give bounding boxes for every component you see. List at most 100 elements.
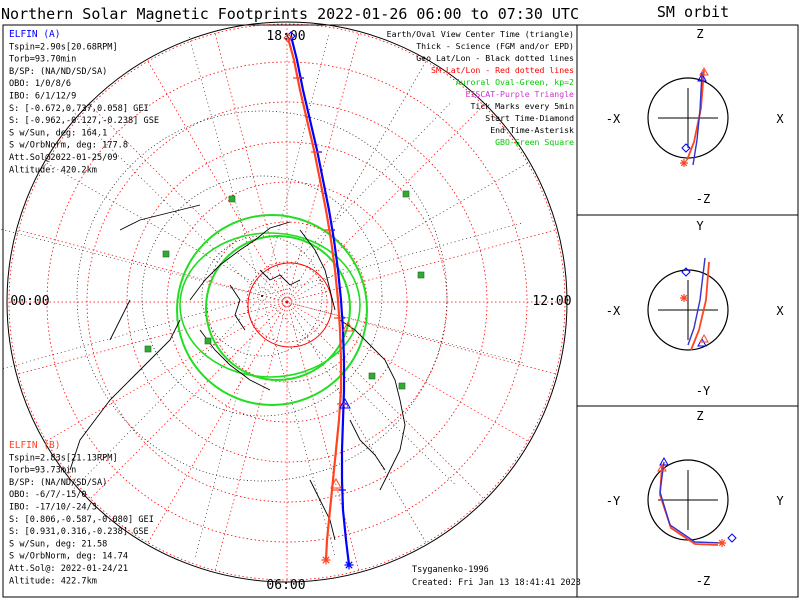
info-b-line-3: B/SP: (NA/ND/SD/SA): [9, 478, 107, 488]
created-text: Created: Fri Jan 13 18:41:41 2023: [412, 578, 581, 588]
legend-entry-5: EISCAT-Purple Triangle: [466, 89, 575, 99]
info-a-line-8: S w/Sun, deg: 164.1: [9, 128, 107, 138]
orbit-start-0: [681, 143, 691, 153]
orbit-axis-label-1-top: Y: [696, 219, 704, 233]
info-a-line-10: Att.Sol@2022-01-25/09: [9, 153, 118, 163]
sm-lon-line-4: [286, 301, 428, 545]
coastline-6: [119, 204, 201, 231]
orbit-start-2: [727, 533, 737, 543]
legend-entry-6: Tick Marks every 5min: [470, 101, 574, 111]
orbit-axis-label-1-left: -X: [606, 304, 621, 318]
info-b-line-7: S: [0.931,0.316,-0.238] GSE: [9, 527, 149, 537]
info-b-line-5: IBO: -17/10/-24/3: [9, 503, 97, 513]
orbit-start-1: [681, 267, 691, 277]
track-start-1: [283, 33, 293, 43]
mlt-label-right: 12:00: [532, 294, 571, 309]
orbit-panel-title: SM orbit: [657, 3, 729, 21]
sm-lon-line-5: [286, 301, 360, 573]
info-a-line-5: IBO: 6/1/12/9: [9, 92, 76, 102]
elfin-a-info: ELFIN (A) Tspin=2.90s[20.68RPM] Torb=93.70…: [9, 29, 159, 175]
orbit-axis-label-1-right: X: [776, 304, 784, 318]
geo-lon-line-8: [188, 35, 263, 297]
ground-station-5: [204, 337, 212, 345]
coastline-1: [189, 221, 291, 301]
orbit-end-0: [680, 159, 688, 167]
orbit-axis-label-2-top: Z: [696, 409, 703, 423]
info-b-line-2: Torb=93.73min: [9, 466, 76, 476]
sm-lon-line-10: [44, 301, 288, 443]
geo-lon-line-1: [261, 295, 456, 485]
sm-lon-line-9: [88, 301, 288, 501]
info-a-line-2: Torb=93.70min: [9, 55, 76, 65]
credit-text: Tsyganenko-1996: [412, 565, 489, 575]
orbit-a-path-1: [687, 257, 706, 346]
orbit-b-triangle-0: [699, 66, 709, 76]
orbit-end-1: [680, 294, 688, 302]
view-center-triangle-1: [339, 397, 351, 409]
coastline-4: [379, 399, 406, 491]
ground-station-0: [228, 195, 236, 203]
orbit-a-triangle-0: [697, 72, 707, 82]
info-a-line-9: S w/OrbNorm, deg: 177.8: [9, 141, 128, 151]
orbit-b-path-1: [690, 261, 710, 351]
sm-lon-line-3: [286, 301, 486, 501]
legend-entry-2: Geo Lat/Lon - Black dotted lines: [416, 53, 574, 63]
ground-station-6: [398, 382, 406, 390]
ground-station-2: [162, 250, 170, 258]
orbit-a-path-0: [692, 71, 703, 166]
legend-entry-9: GBO-Green Square: [495, 137, 574, 147]
geo-lat-circle-1: [141, 175, 383, 417]
legend: Earth/Oval View Center Time (triangle) Th…: [387, 29, 574, 147]
orbit-b-triangle-1: [699, 333, 709, 343]
coastline-10: [229, 284, 246, 331]
ground-station-1: [402, 190, 410, 198]
geo-lon-line-6: [0, 228, 263, 297]
orbit-axis-label-0-top: Z: [696, 27, 703, 41]
orbit-b-triangle-2: [657, 462, 667, 472]
map-boundary-circle: [6, 21, 568, 583]
geo-lon-line-3: [194, 295, 263, 558]
info-b-line-4: OBO: -6/7/-15/0: [9, 490, 87, 500]
sm-pole-circle: [247, 262, 333, 348]
track-series-0: [289, 35, 351, 566]
ground-station-3: [417, 271, 425, 279]
mlt-label-left: 00:00: [10, 294, 49, 309]
orbit-b-path-2: [659, 464, 719, 546]
info-b-line-6: S: [0.806,-0.587,-0.080] GEI: [9, 515, 154, 525]
auroral-oval-outer: [176, 214, 368, 406]
info-a-line-0: ELFIN (A): [9, 29, 60, 40]
sm-lon-line-22: [286, 161, 530, 303]
sm-lon-line-7: [214, 301, 288, 573]
info-a-line-7: S: [-0.962,-0.127,-0.238] GSE: [9, 116, 159, 126]
orbit-panels-frame: [576, 24, 799, 598]
geo-lon-line-0: [261, 295, 524, 364]
legend-entry-1: Thick - Science (FGM and/or EPD): [416, 41, 574, 51]
info-b-line-11: Altitude: 422.7km: [9, 576, 97, 586]
track-series-1: [286, 37, 343, 561]
ground-station-7: [368, 372, 376, 380]
sm-lon-line-1: [286, 301, 558, 375]
view-center-triangle-0: [330, 477, 342, 489]
view-center-triangle-2: [342, 320, 354, 332]
orbit-axis-label-2-bottom: -Z: [696, 574, 710, 588]
geo-lat-circle-0: [201, 235, 323, 357]
coastline-2: [299, 229, 336, 311]
sm-lon-line-2: [286, 301, 530, 443]
sm-lon-line-15: [88, 103, 288, 303]
footprint-tracks: [283, 31, 354, 570]
track-end-0: [344, 560, 354, 570]
orbit-a-path-2: [659, 461, 723, 544]
chart-title: Northern Solar Magnetic Footprints 2022-…: [1, 5, 579, 23]
geo-lon-line-9: [261, 34, 330, 297]
legend-entry-3: SM Lat/Lon - Red dotted lines: [431, 65, 574, 75]
orbit-b-path-0: [686, 69, 705, 161]
info-b-line-1: Tspin=2.83s[21.13RPM]: [9, 453, 118, 463]
info-b-line-0: ELFIN (B): [9, 440, 60, 451]
info-a-line-6: S: [-0.672,0.737,0.058] GEI: [9, 104, 149, 114]
sm-lat-circle-6: [8, 23, 566, 581]
info-a-line-1: Tspin=2.90s[20.68RPM]: [9, 42, 118, 52]
orbit-axis-label-0-left: -X: [606, 112, 621, 126]
geo-lon-line-2: [261, 295, 336, 557]
info-a-line-11: Altitude: 420.2km: [9, 165, 97, 175]
